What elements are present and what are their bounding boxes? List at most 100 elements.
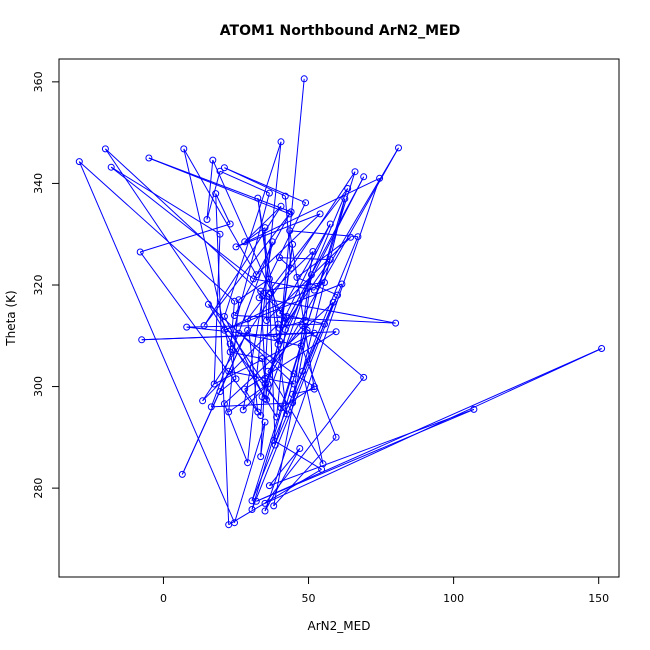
data-point — [225, 367, 233, 375]
y-tick-label: 360 — [32, 71, 45, 92]
data-point — [286, 210, 294, 218]
series-segment — [305, 274, 312, 321]
data-point — [220, 164, 228, 172]
data-point — [470, 405, 478, 413]
data-point — [203, 216, 211, 223]
data-point — [276, 254, 283, 262]
x-axis-label: ArN2_MED — [308, 619, 371, 633]
series-segment — [300, 345, 337, 438]
data-point — [299, 322, 307, 330]
data-point — [321, 279, 328, 286]
series-segment — [213, 332, 315, 385]
series-segment — [273, 439, 322, 470]
data-point — [270, 436, 278, 444]
series-segment — [234, 315, 396, 324]
data-point — [248, 497, 256, 505]
series-segment — [78, 161, 235, 302]
data-point — [287, 264, 295, 272]
series-segment — [234, 421, 266, 523]
series-segment — [235, 213, 321, 248]
series-segment — [234, 213, 291, 316]
data-point — [232, 375, 240, 383]
data-point — [360, 173, 368, 181]
series-segment — [279, 223, 331, 314]
series-segment — [206, 160, 214, 220]
series-segment — [215, 193, 231, 225]
x-axis: 0 50 100 150 — [160, 576, 609, 605]
data-point — [265, 290, 273, 298]
data-point — [235, 329, 243, 337]
data-point — [276, 309, 283, 317]
series-segment — [279, 78, 305, 341]
series-segment — [244, 205, 282, 243]
data-point — [136, 248, 144, 256]
series-segment — [313, 147, 399, 291]
series-segment — [110, 166, 254, 280]
data-point — [376, 174, 384, 182]
data-point — [334, 291, 341, 299]
data-point — [231, 519, 238, 527]
series-segment — [266, 236, 351, 321]
data-point — [75, 158, 83, 166]
series-segment — [255, 213, 321, 276]
data-point — [321, 320, 328, 328]
data-point — [270, 502, 278, 510]
series-segment — [186, 323, 325, 328]
data-point — [326, 220, 334, 228]
data-point — [244, 459, 252, 467]
data-point — [254, 194, 262, 202]
data-point — [204, 300, 212, 308]
data-point — [309, 248, 317, 255]
data-point — [232, 243, 240, 251]
series-segment — [276, 329, 286, 418]
series-segment — [264, 178, 381, 512]
series-segment — [140, 223, 231, 253]
data-point — [289, 390, 297, 398]
data-point — [310, 385, 318, 393]
data-point — [264, 367, 272, 375]
data-point — [277, 202, 285, 210]
series-segment — [78, 161, 235, 523]
data-point — [310, 329, 318, 337]
series-segment — [266, 274, 312, 400]
data-point — [290, 380, 298, 388]
data-point — [138, 336, 146, 344]
data-point — [354, 233, 362, 241]
data-point — [183, 323, 191, 331]
series-segment — [302, 371, 324, 464]
series-segment — [284, 176, 365, 324]
data-point — [273, 333, 281, 341]
x-tick-label: 150 — [588, 592, 609, 605]
data-point — [180, 145, 188, 153]
data-point — [307, 271, 315, 279]
data-point — [265, 482, 273, 490]
data-point — [351, 168, 359, 176]
data-point — [293, 273, 301, 281]
series-segment — [251, 198, 346, 510]
series-segment — [224, 282, 325, 331]
series-segment — [203, 211, 292, 326]
series-segment — [267, 371, 324, 465]
data-point — [101, 145, 109, 153]
series-segment — [105, 148, 288, 317]
chart-title: ATOM1 Northbound ArN2_MED — [220, 23, 460, 39]
series-segment — [253, 278, 315, 291]
series-segment — [148, 157, 292, 213]
data-point — [268, 238, 276, 246]
y-tick-label: 340 — [32, 173, 45, 194]
data-point — [231, 312, 238, 319]
data-point — [257, 412, 265, 419]
series-segment — [264, 348, 602, 504]
series-segment — [247, 188, 349, 320]
data-point — [283, 313, 291, 320]
series-segment — [244, 227, 266, 243]
series-segment — [279, 223, 331, 329]
data-point — [303, 326, 311, 334]
series-segment — [256, 408, 475, 502]
data-point — [235, 296, 243, 304]
data-point — [290, 370, 298, 378]
series-segment — [284, 196, 292, 269]
data-point — [216, 167, 224, 175]
series-segment — [202, 323, 279, 402]
